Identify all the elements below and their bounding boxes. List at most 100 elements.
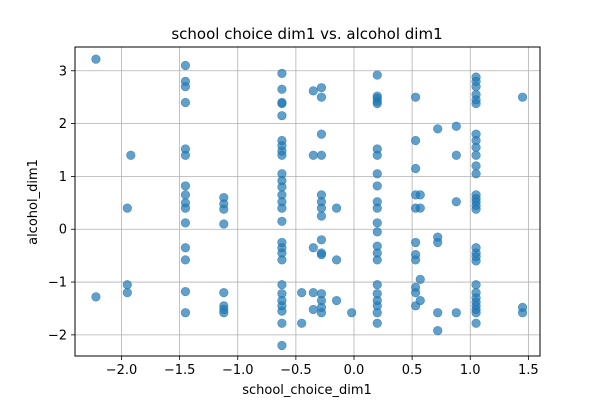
x-tick-label: −1.5 bbox=[164, 363, 196, 378]
scatter-point bbox=[411, 288, 421, 298]
scatter-point bbox=[316, 211, 327, 221]
scatter-point bbox=[316, 235, 327, 245]
scatter-point bbox=[411, 92, 421, 102]
scatter-point bbox=[180, 60, 191, 71]
scatter-point bbox=[277, 98, 287, 109]
scatter-point bbox=[277, 68, 287, 79]
scatter-point bbox=[451, 308, 461, 318]
scatter-point bbox=[180, 181, 191, 191]
scatter-point bbox=[372, 280, 382, 290]
scatter-point bbox=[331, 255, 342, 265]
scatter-point bbox=[372, 98, 382, 109]
scatter-point bbox=[451, 150, 461, 160]
scatter-point bbox=[471, 280, 481, 290]
scatter-point bbox=[308, 150, 318, 160]
plot-frame bbox=[74, 46, 541, 357]
scatter-point bbox=[471, 82, 481, 92]
x-tick-label: 0.5 bbox=[402, 363, 423, 378]
scatter-point bbox=[91, 292, 101, 302]
scatter-point bbox=[372, 203, 382, 213]
scatter-point bbox=[372, 169, 382, 179]
y-tick-label: −1 bbox=[48, 276, 67, 291]
scatter-point bbox=[471, 308, 481, 318]
scatter-point bbox=[517, 308, 528, 318]
y-axis-label: alcohol_dim1 bbox=[26, 159, 41, 245]
scatter-point bbox=[126, 150, 136, 160]
scatter-point bbox=[372, 227, 382, 237]
scatter-point bbox=[277, 111, 287, 121]
scatter-point bbox=[308, 304, 318, 315]
scatter-point bbox=[451, 197, 461, 207]
scatter-point bbox=[372, 318, 382, 328]
y-tick-label: 0 bbox=[59, 223, 67, 238]
scatter-point bbox=[347, 308, 357, 318]
y-tick-label: −2 bbox=[48, 328, 67, 343]
scatter-point bbox=[180, 97, 191, 108]
scatter-point bbox=[316, 129, 327, 139]
scatter-point bbox=[372, 308, 382, 318]
scatter-point bbox=[471, 161, 481, 171]
scatter-point bbox=[331, 295, 342, 306]
scatter-point bbox=[180, 218, 191, 228]
scatter-point bbox=[297, 318, 307, 328]
scatter-point bbox=[180, 203, 191, 213]
scatter-point bbox=[180, 82, 191, 92]
scatter-point bbox=[517, 92, 528, 102]
chart-title: school choice dim1 vs. alcohol dim1 bbox=[171, 25, 442, 43]
x-tick-label: −2.0 bbox=[106, 363, 138, 378]
x-tick-label: −1.0 bbox=[222, 363, 254, 378]
scatter-point bbox=[451, 121, 461, 131]
scatter-point bbox=[219, 288, 229, 298]
scatter-point bbox=[297, 288, 307, 298]
scatter-point bbox=[316, 83, 327, 93]
scatter-point bbox=[331, 203, 342, 213]
scatter-point bbox=[277, 182, 287, 192]
x-tick-label: 1.0 bbox=[460, 363, 481, 378]
scatter-point bbox=[316, 203, 327, 213]
axis-ticks: −2.0 −1.5 −1.0 −0.5 0.0 0.5 1.0 1.5 −2 −1 0 1 2 3 bbox=[48, 64, 539, 378]
scatter-point bbox=[277, 306, 287, 316]
scatter-point bbox=[91, 54, 101, 64]
scatter-point bbox=[471, 204, 481, 214]
scatter-point bbox=[277, 280, 287, 290]
scatter-point bbox=[372, 255, 382, 265]
scatter-point bbox=[433, 308, 443, 318]
scatter-point bbox=[180, 255, 191, 265]
scatter-point bbox=[180, 243, 191, 253]
scatter-point bbox=[411, 237, 421, 248]
x-axis-label: school_choice_dim1 bbox=[242, 383, 372, 398]
scatter-point bbox=[308, 243, 318, 253]
scatter-point bbox=[471, 318, 481, 328]
scatter-point bbox=[372, 70, 382, 80]
y-tick-label: 3 bbox=[59, 64, 67, 79]
scatter-point bbox=[471, 169, 481, 179]
scatter-point bbox=[372, 181, 382, 191]
scatter-point bbox=[433, 326, 443, 336]
scatter-point bbox=[316, 308, 327, 318]
scatter-point bbox=[308, 86, 318, 96]
scatter-point bbox=[415, 190, 425, 200]
scatter-point bbox=[316, 249, 327, 260]
scatter-point bbox=[411, 135, 421, 146]
scatter-point bbox=[411, 163, 421, 174]
scatter-point bbox=[308, 288, 318, 298]
scatter-point bbox=[277, 216, 287, 226]
scatter-point bbox=[372, 218, 382, 228]
scatter-point bbox=[277, 203, 287, 213]
scatter-point bbox=[411, 255, 421, 265]
scatter-point bbox=[180, 308, 191, 318]
scatter-point bbox=[122, 288, 132, 298]
scatter-point bbox=[277, 255, 287, 265]
scatter-point bbox=[219, 308, 229, 318]
scatter-point bbox=[219, 204, 229, 214]
scatter-point bbox=[277, 318, 287, 328]
scatter-point bbox=[277, 84, 287, 94]
scatter-point bbox=[372, 150, 382, 160]
x-tick-label: 0.0 bbox=[344, 363, 365, 378]
scatter-point bbox=[316, 92, 327, 102]
y-tick-label: 2 bbox=[59, 117, 67, 132]
scatter-point bbox=[180, 190, 191, 200]
scatter-point bbox=[219, 219, 229, 229]
